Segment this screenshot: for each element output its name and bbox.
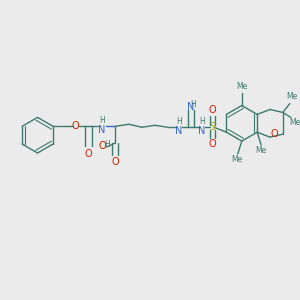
Text: O: O — [271, 129, 278, 139]
Text: Me: Me — [289, 118, 300, 127]
Text: N: N — [175, 126, 182, 136]
Text: S: S — [209, 122, 215, 132]
Text: Me: Me — [232, 155, 243, 164]
Text: Me: Me — [256, 146, 267, 155]
Text: O: O — [72, 121, 80, 131]
Text: N: N — [98, 125, 105, 135]
Text: H: H — [176, 117, 182, 126]
Text: H: H — [104, 140, 110, 149]
Text: O: O — [208, 139, 216, 149]
Text: H: H — [100, 116, 105, 125]
Text: N: N — [197, 126, 205, 136]
Text: O: O — [85, 149, 92, 159]
Text: H: H — [190, 100, 196, 109]
Text: O: O — [111, 158, 119, 167]
Text: Me: Me — [236, 82, 248, 91]
Text: N: N — [187, 103, 194, 112]
Text: H: H — [199, 117, 205, 126]
Text: O: O — [208, 106, 216, 116]
Text: Me: Me — [286, 92, 297, 101]
Text: O: O — [99, 141, 106, 151]
